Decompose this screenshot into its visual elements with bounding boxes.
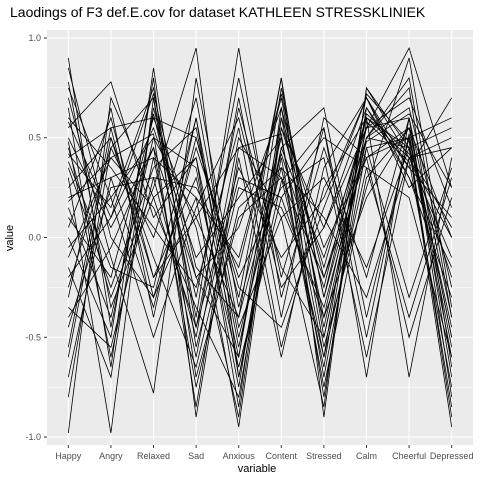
series-line-37 (68, 120, 453, 408)
series-line-36 (67, 117, 453, 378)
series-line-34 (67, 81, 453, 368)
x-tick-label-calm: Calm (356, 451, 377, 461)
y-tick-label: 0.0 (28, 233, 41, 243)
series-line-35 (67, 92, 453, 319)
y-tick-label: -1.0 (25, 432, 41, 442)
x-tick-label-stressed: Stressed (306, 451, 342, 461)
x-tick-label-depressed: Depressed (430, 451, 474, 461)
x-tick-label-happy: Happy (55, 451, 82, 461)
x-tick-label-content: Content (266, 451, 298, 461)
x-axis-title: variable (238, 463, 277, 475)
chart-title: Laodings of F3 def.E.cov for dataset KAT… (10, 4, 426, 20)
x-tick-label-relaxed: Relaxed (137, 451, 170, 461)
series-line-33 (67, 96, 452, 378)
x-tick-labels: Happy Angry Relaxed Sad Anxious Content Stress… (55, 445, 473, 461)
series-line-8 (67, 47, 453, 434)
series-lines (67, 46, 453, 434)
y-tick-labels: 1.0 0.5 0.0 -0.5 -1.0 (25, 33, 47, 442)
y-tick-label: 1.0 (28, 33, 41, 43)
y-tick-label: 0.5 (28, 133, 41, 143)
x-tick-label-anxious: Anxious (223, 451, 256, 461)
y-axis-title: value (4, 225, 16, 251)
series-line-30 (67, 97, 452, 329)
series-line-21 (67, 77, 453, 394)
y-tick-label: -0.5 (25, 332, 41, 342)
x-tick-label-sad: Sad (188, 451, 204, 461)
x-tick-label-cheerful: Cheerful (392, 451, 426, 461)
series-line-38 (68, 93, 453, 348)
x-tick-label-angry: Angry (99, 451, 123, 461)
series-line-27 (67, 117, 453, 408)
